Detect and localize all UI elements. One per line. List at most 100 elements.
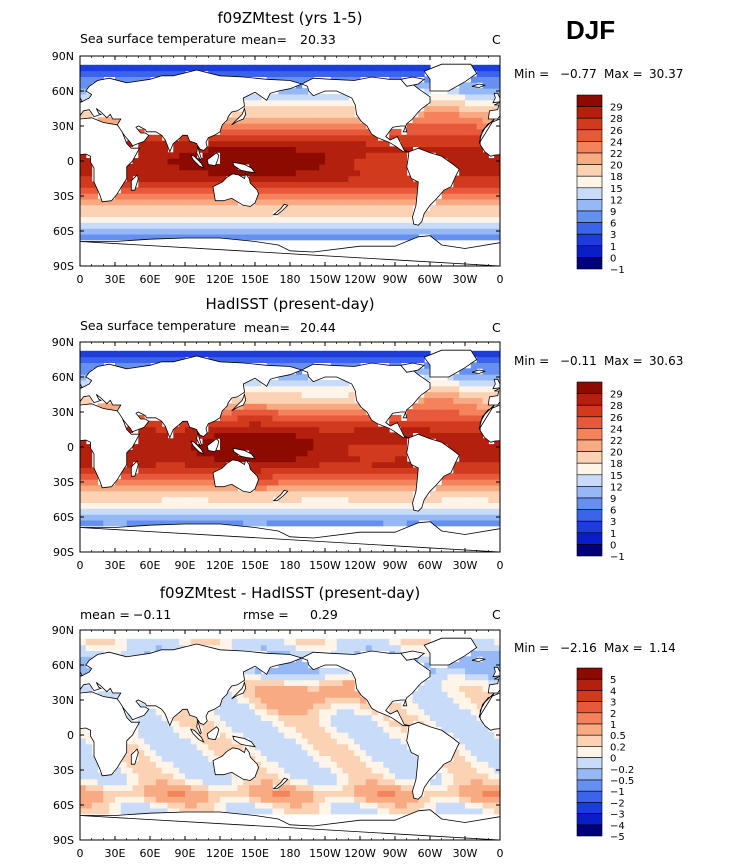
field-cell [348, 726, 355, 733]
field-cell [295, 796, 303, 803]
field-cell [459, 790, 466, 797]
field-cell [430, 702, 437, 710]
field-cell [278, 420, 285, 428]
field-cell [465, 662, 472, 669]
field-cell [115, 76, 122, 83]
field-cell [225, 638, 233, 646]
field-cell [138, 761, 145, 768]
field-cell [313, 140, 320, 147]
field-cell [185, 490, 192, 498]
continent-eurasia [80, 69, 500, 161]
field-cell [173, 204, 180, 212]
field-cell [301, 772, 309, 780]
field-cell [406, 514, 414, 521]
field-cell [459, 767, 466, 774]
field-cell [231, 222, 239, 229]
field-cell [482, 638, 489, 646]
field-cell [383, 778, 390, 786]
field-cell [220, 233, 227, 241]
field-cell [313, 391, 320, 398]
field-cell [132, 187, 139, 194]
field-cell [80, 82, 87, 89]
field-cell [459, 444, 466, 451]
field-cell [459, 233, 466, 241]
field-cell [185, 140, 192, 147]
field-cell [377, 163, 384, 171]
field-cell [196, 508, 204, 515]
field-cell [91, 228, 99, 235]
field-cell [476, 204, 484, 212]
field-cell [272, 484, 279, 492]
field-cell [400, 514, 408, 521]
field-cell [155, 64, 163, 72]
field-cell [441, 146, 449, 153]
field-cell [185, 193, 192, 200]
continent-japan [231, 681, 247, 700]
field-cell [290, 210, 297, 217]
field-cell [85, 210, 93, 217]
field-cell [179, 714, 186, 721]
field-cell [453, 444, 460, 451]
field-cell [301, 644, 309, 651]
field-cell [354, 802, 361, 809]
field-cell [307, 175, 314, 182]
field-cell [214, 169, 221, 177]
field-cell [319, 749, 326, 756]
field-cell [336, 691, 344, 698]
field-cell [395, 732, 402, 739]
field-cell [126, 222, 134, 229]
field-cell [301, 737, 309, 745]
field-cell [459, 796, 466, 803]
field-cell [278, 444, 285, 451]
field-cell [278, 479, 285, 486]
field-cell [120, 508, 128, 515]
field-cell [424, 796, 431, 803]
field-cell [313, 233, 320, 241]
field-cell [336, 134, 344, 142]
field-cell [103, 70, 110, 77]
field-cell [319, 414, 326, 422]
field-cell [80, 807, 87, 815]
colorbar-box [576, 393, 603, 406]
field-cell [190, 198, 198, 206]
field-cell [470, 790, 478, 797]
field-cell [290, 216, 297, 223]
field-cell [330, 685, 338, 692]
field-cell [208, 743, 215, 751]
field-cell [249, 743, 256, 751]
field-cell [482, 362, 489, 369]
field-cell [266, 667, 274, 675]
field-cell [167, 784, 174, 791]
field-cell [272, 181, 279, 188]
field-cell [231, 210, 239, 217]
field-cell [255, 691, 262, 698]
field-cell [284, 755, 291, 762]
field-cell [441, 134, 449, 142]
field-cell [196, 737, 204, 745]
field-cell [319, 755, 326, 762]
field-cell [237, 732, 244, 739]
field-cell [307, 432, 314, 439]
field-cell [435, 99, 443, 107]
colorbar-label: 15 [610, 471, 623, 482]
field-cell [430, 490, 437, 498]
field-cell [400, 181, 408, 188]
field-cell [161, 726, 169, 733]
field-cell [383, 790, 390, 797]
field-cell [272, 749, 279, 756]
field-cell [196, 455, 204, 463]
field-cell [465, 134, 472, 142]
field-cell [476, 755, 484, 762]
field-cell [348, 714, 355, 721]
field-cell [365, 187, 373, 194]
field-cell [395, 152, 402, 159]
field-cell [354, 350, 361, 358]
field-cell [459, 99, 466, 107]
field-cell [243, 93, 250, 101]
field-cell [173, 64, 180, 72]
field-cell [470, 152, 478, 159]
field-cell [354, 233, 361, 241]
field-cell [365, 432, 373, 439]
field-cell [255, 508, 262, 515]
field-cell [371, 737, 379, 745]
